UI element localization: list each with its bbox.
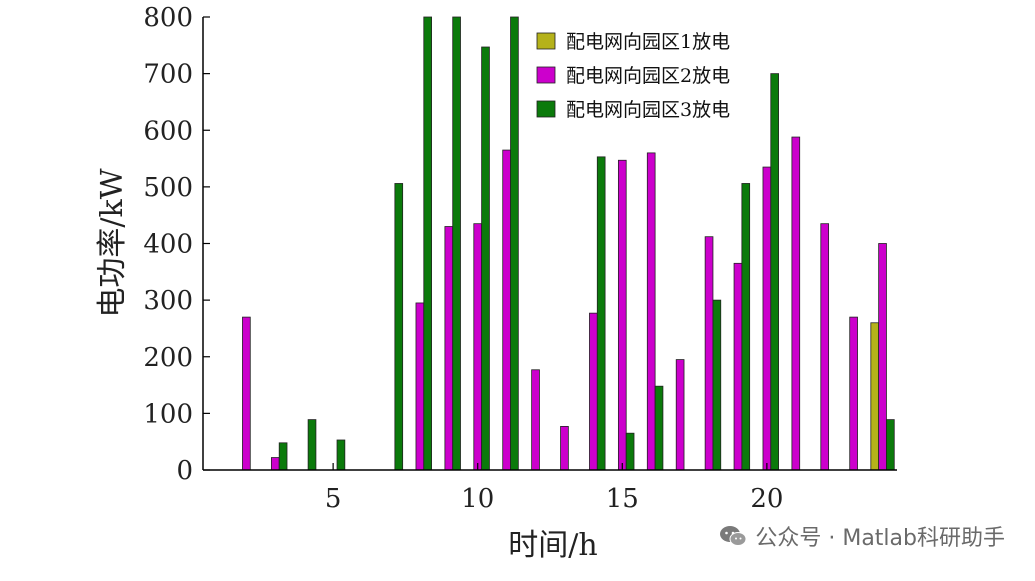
bar-series2-hour-3	[270, 457, 280, 471]
legend-swatch-3	[536, 100, 556, 118]
bar-series3-hour-3	[278, 442, 288, 471]
legend-swatch-2	[536, 66, 556, 84]
legend-label-1: 配电网向园区1放电	[566, 31, 730, 53]
bar-series2-hour-17	[675, 359, 685, 471]
axes-layer: 0 100 200 300 400 500 600 700 800 5 10 15 20	[143, 3, 897, 514]
y-tick-label-200: 200	[143, 343, 193, 373]
y-tick-label-800: 800	[143, 3, 193, 33]
legend-label-3: 配电网向园区3放电	[566, 99, 730, 121]
x-tick-label-5: 5	[325, 484, 342, 514]
x-tick-label-20: 20	[750, 484, 783, 514]
bar-series2-hour-20	[762, 166, 772, 471]
bar-series2-hour-9	[444, 226, 454, 471]
bar-series3-hour-15	[625, 432, 635, 471]
bar-series3-hour-8	[423, 16, 432, 471]
bar-series3-hour-24	[886, 419, 895, 471]
bar-series2-hour-12	[531, 369, 540, 471]
bar-series3-hour-7	[394, 183, 404, 471]
bar-series2-hour-24	[878, 243, 887, 471]
bar-series3-hour-10	[481, 46, 490, 471]
bar-series3-hour-18	[712, 299, 722, 471]
bar-series3-hour-19	[741, 183, 751, 471]
bar-series1-hour-24	[870, 322, 880, 471]
y-axis-label: 电功率/kW	[95, 168, 130, 317]
bar-series3-hour-20	[770, 73, 779, 471]
wechat-icon	[720, 526, 747, 546]
bar-series3-hour-14	[596, 156, 606, 471]
bar-series2-hour-13	[560, 425, 569, 471]
y-tick-label-100: 100	[143, 399, 193, 429]
y-tick-label-600: 600	[143, 116, 193, 146]
bar-series2-hour-22	[820, 223, 830, 471]
watermark-text: 公众号 · Matlab科研助手	[755, 526, 1005, 551]
bar-series2-hour-21	[791, 136, 801, 471]
bar-series3-hour-16	[654, 385, 664, 471]
y-tick-label-400: 400	[143, 230, 193, 260]
bar-series2-hour-11	[502, 149, 511, 471]
bar-series3-hour-9	[452, 16, 461, 471]
legend-swatch-1	[536, 32, 556, 50]
bars-layer	[242, 16, 895, 471]
bar-series2-hour-2	[242, 316, 251, 471]
x-tick-label-10: 10	[461, 484, 494, 514]
y-tick-label-300: 300	[143, 286, 193, 316]
bar-series2-hour-8	[415, 302, 425, 471]
y-tick-label-0: 0	[176, 456, 193, 486]
y-tick-label-500: 500	[143, 173, 193, 203]
y-tick-label-700: 700	[143, 60, 193, 90]
x-tick-label-15: 15	[606, 484, 639, 514]
bar-series2-hour-16	[646, 152, 656, 471]
bar-series2-hour-10	[473, 223, 483, 471]
x-axis-label: 时间/h	[508, 528, 597, 563]
bar-series3-hour-5	[336, 439, 346, 471]
bar-series3-hour-4	[307, 419, 317, 471]
watermark: 公众号 · Matlab科研助手	[719, 520, 1005, 552]
bar-series2-hour-15	[617, 159, 627, 471]
legend-label-2: 配电网向园区2放电	[566, 65, 730, 87]
bar-series2-hour-18	[704, 236, 714, 471]
bar-series3-hour-11	[510, 16, 519, 471]
bar-series2-hour-23	[849, 316, 858, 471]
bar-series2-hour-14	[589, 312, 598, 471]
bar-series2-hour-19	[733, 262, 743, 471]
